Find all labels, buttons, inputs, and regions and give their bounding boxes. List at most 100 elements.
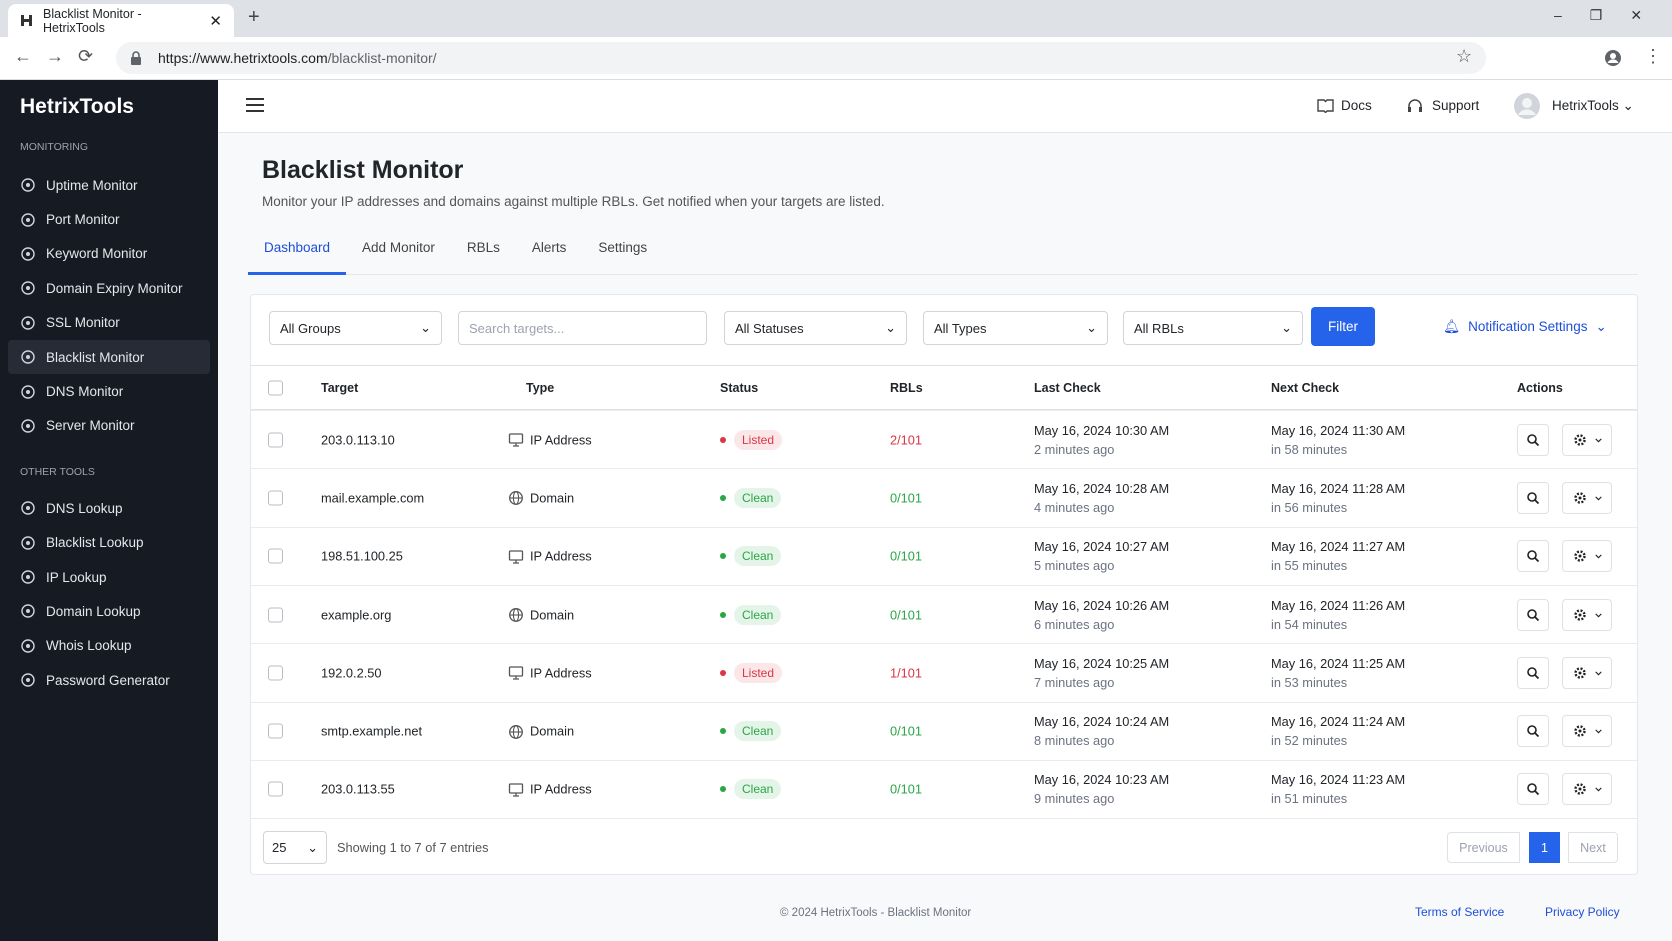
avatar[interactable] [1514, 93, 1540, 119]
checkbox[interactable] [268, 723, 283, 739]
filter-button[interactable]: Filter [1311, 307, 1375, 346]
icon [1573, 667, 1586, 679]
view-button[interactable] [1517, 598, 1549, 631]
sidebar-item[interactable]: IP Lookup [0, 560, 210, 594]
sidebar-item[interactable]: Domain Expiry Monitor [0, 271, 210, 305]
next-check-in: in 52 minutes [1271, 733, 1348, 749]
last-check-ago: 8 minutes ago [1034, 733, 1115, 749]
user-menu[interactable]: HetrixTools ⌄ [1552, 98, 1634, 113]
sidebar-item[interactable]: Port Monitor [0, 202, 210, 236]
terms-link[interactable]: Terms of Service [1415, 905, 1505, 919]
target: 203.0.113.55 [321, 781, 395, 797]
status-dot [720, 494, 726, 501]
sidebar-item-label: SSL Monitor [46, 315, 120, 331]
sidebar-item[interactable]: Blacklist Monitor [8, 339, 210, 375]
notification-settings[interactable]: 🔔︎ Notification Settings ⌄ [1443, 319, 1607, 334]
status-badge: Listed [734, 429, 783, 450]
window-controls[interactable]: –❐✕ [1554, 7, 1671, 23]
nav-buttons[interactable]: ←→⟳ [14, 46, 108, 66]
page-subtitle: Monitor your IP addresses and domains ag… [262, 194, 885, 209]
sidebar-item[interactable]: Server Monitor [0, 409, 210, 443]
page-size-select[interactable]: 25 ⌄ [263, 831, 327, 864]
tab-close[interactable]: ✕ [209, 12, 222, 30]
settings-button[interactable] [1562, 598, 1612, 631]
tab[interactable]: Dashboard [248, 230, 347, 275]
status-badge: Clean [734, 487, 782, 508]
tab[interactable]: Settings [598, 240, 648, 255]
sidebar-item[interactable]: Domain Lookup [0, 594, 210, 628]
type: IP Address [530, 548, 592, 564]
view-button[interactable] [1517, 540, 1549, 573]
tab[interactable]: RBLs [466, 240, 500, 255]
type-select[interactable]: All Types ⌄ [923, 311, 1108, 345]
settings-button[interactable] [1562, 656, 1612, 689]
new-tab[interactable]: + [248, 6, 260, 28]
sidebar-item[interactable]: Keyword Monitor [0, 237, 210, 271]
settings-button[interactable] [1562, 423, 1612, 456]
last-check-ago: 6 minutes ago [1034, 616, 1115, 632]
sidebar-item[interactable]: Blacklist Lookup [0, 526, 210, 560]
sidebar-item-label: Domain Lookup [46, 603, 141, 619]
page-title: Blacklist Monitor [262, 156, 464, 184]
search-input[interactable]: Search targets... [458, 311, 707, 345]
checkbox[interactable] [268, 781, 283, 797]
column-header: Target [321, 380, 359, 395]
settings-button[interactable] [1562, 715, 1612, 748]
settings-button[interactable] [1562, 481, 1612, 514]
last-check: May 16, 2024 10:25 AM 7 minutes ago [1034, 654, 1169, 692]
status-dot [720, 611, 726, 618]
group-select[interactable]: All Groups ⌄ [269, 311, 442, 345]
privacy-link[interactable]: Privacy Policy [1545, 905, 1620, 919]
checkbox[interactable] [268, 432, 283, 448]
docs-link[interactable]: Docs [1341, 98, 1372, 113]
sidebar-item[interactable]: SSL Monitor [0, 306, 210, 340]
menu-dots[interactable]: ⋮ [1644, 46, 1662, 66]
sidebar-item[interactable]: DNS Monitor [0, 374, 210, 408]
sidebar-item[interactable]: Whois Lookup [0, 629, 210, 663]
view-button[interactable] [1517, 773, 1549, 806]
page-button[interactable]: 1 [1529, 832, 1560, 863]
sidebar-heading: OTHER TOOLS [20, 466, 95, 479]
icon [1527, 667, 1540, 679]
sidebar-item[interactable]: Uptime Monitor [0, 168, 210, 202]
url-box[interactable]: https://www.hetrixtools.com/blacklist-mo… [116, 42, 1486, 74]
view-button[interactable] [1517, 423, 1549, 456]
view-button[interactable] [1517, 715, 1549, 748]
view-button[interactable] [1517, 481, 1549, 514]
entries-info: Showing 1 to 7 of 7 entries [337, 840, 489, 855]
sidebar-item-label: Uptime Monitor [46, 177, 138, 193]
browser-tab[interactable]: Blacklist Monitor - HetrixTools ✕ [8, 4, 234, 37]
profile-icon[interactable] [1604, 49, 1622, 67]
checkbox[interactable] [268, 548, 283, 564]
status-select[interactable]: All Statuses ⌄ [724, 311, 907, 345]
checkbox[interactable] [268, 607, 283, 623]
column-header: Actions [1517, 380, 1563, 395]
tab[interactable]: Alerts [531, 240, 567, 255]
previous-button[interactable]: Previous [1447, 832, 1520, 863]
table-header: Target Type Status RBLs Last Check Next Check… [251, 365, 1637, 410]
icon [1594, 729, 1602, 734]
next-check: May 16, 2024 11:28 AM in 56 minutes [1271, 479, 1405, 517]
rbl-select[interactable]: All RBLs ⌄ [1123, 311, 1303, 345]
icon [1573, 608, 1586, 621]
column-header: Status [720, 380, 759, 395]
checkbox[interactable] [268, 380, 283, 395]
brand[interactable]: HetrixTools [20, 94, 134, 118]
sidebar-heading: MONITORING [20, 141, 89, 153]
next-button[interactable]: Next [1568, 832, 1618, 863]
tab[interactable]: Add Monitor [362, 240, 435, 255]
support-link[interactable]: Support [1432, 98, 1480, 113]
sidebar-item[interactable]: Password Generator [0, 663, 210, 697]
checkbox[interactable] [268, 665, 283, 681]
icon [508, 666, 524, 680]
next-check-in: in 55 minutes [1271, 558, 1348, 574]
hamburger[interactable] [246, 98, 264, 112]
bookmark-star[interactable]: ☆ [1456, 46, 1473, 66]
table-row: 203.0.113.55 IP Address Clean 0/101 May 16, … [251, 759, 1637, 818]
settings-button[interactable] [1562, 540, 1612, 573]
view-button[interactable] [1517, 656, 1549, 689]
settings-button[interactable] [1562, 773, 1612, 806]
checkbox[interactable] [268, 490, 283, 506]
favicon [21, 15, 32, 26]
sidebar-item[interactable]: DNS Lookup [0, 491, 210, 525]
